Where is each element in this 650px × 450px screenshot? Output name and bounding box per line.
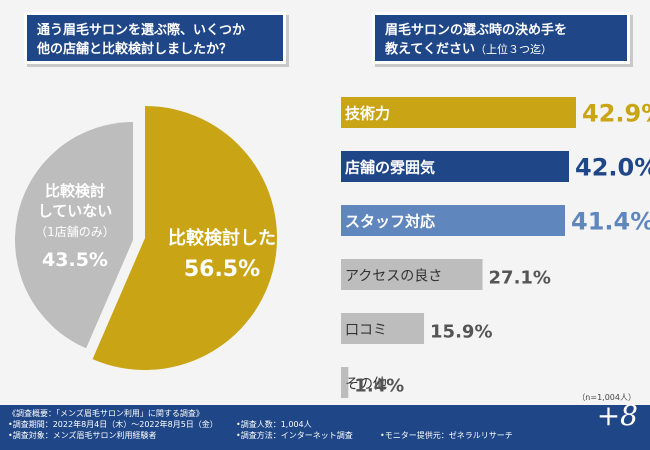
pie-question-box: 通う眉毛サロンを選ぶ際、いくつか 他の店舗と比較検討しましたか？: [24, 12, 286, 64]
pie-question-line-1: 通う眉毛サロンを選ぶ際、いくつか: [37, 23, 246, 38]
bar-label-2: スタッフ対応: [345, 213, 435, 231]
bar-label-1: 店舗の雰囲気: [345, 159, 435, 177]
survey-method: •調査方法：インターネット調査: [236, 431, 353, 440]
bar-0: [341, 97, 576, 128]
monitor-provider: •モニター提供元：ゼネラルリサーチ: [380, 431, 513, 440]
pie-label-compared: 比較検討した: [168, 227, 276, 249]
sample-size-note: （n=1,004人）: [577, 393, 636, 402]
bar-value-4: 15.9%: [430, 322, 492, 343]
bar-question-line-1: 眉毛サロンの選ぶ時の決め手を: [385, 23, 568, 38]
bar-value-1: 42.0%: [575, 154, 650, 182]
pie-value-not-compared: 43.5%: [42, 249, 108, 271]
bar-label-3: アクセスの良さ: [345, 269, 442, 285]
pie-question-line-2: 他の店舗と比較検討しましたか？: [37, 42, 233, 57]
bar-1: [341, 151, 569, 182]
footer: 《調査概要：「メンズ眉毛サロン利用」に関する調査》 •調査期間：2022年8月4…: [0, 399, 650, 450]
pie-label-not-compared-line: していない: [38, 202, 113, 220]
bar-label-0: 技術力: [345, 105, 390, 123]
bar-3: [341, 259, 483, 290]
pie-slice-compared: [92, 106, 277, 370]
pie-slice-not-compared: [14, 122, 134, 349]
bar-2: [341, 205, 565, 236]
bar-value-2: 41.4%: [571, 208, 650, 236]
bar-question-line-2: 教えてください: [385, 42, 475, 57]
bar-label-4: 口コミ: [345, 323, 387, 339]
bar-value-3: 27.1%: [489, 268, 551, 289]
brand-logo: +8: [596, 399, 638, 432]
survey-count: •調査人数：1,004人: [236, 420, 312, 429]
bar-value-0: 42.9%: [582, 100, 650, 128]
bar-value-5: 1.4%: [354, 376, 404, 397]
survey-title: 《調査概要：「メンズ眉毛サロン利用」に関する調査》: [8, 409, 204, 418]
pie-label-not-compared-line: 比較検討: [45, 182, 105, 200]
bar-question-box: 眉毛サロンの選ぶ時の決め手を 教えてください（上位３つ迄）: [372, 12, 630, 64]
pie-label-not-compared-line: （1店舗のみ）: [35, 225, 115, 239]
bar-label-5: その他: [345, 377, 387, 393]
bar-5: [341, 367, 349, 398]
survey-target: •調査対象：メンズ眉毛サロン利用経験者: [8, 431, 157, 440]
bar-question-note: （上位３つ迄）: [474, 43, 552, 56]
survey-period: •調査期間：2022年8月4日（木）～2022年8月5日（金）: [8, 420, 218, 429]
bar-4: [341, 313, 425, 344]
pie-value-compared: 56.5%: [184, 257, 260, 282]
